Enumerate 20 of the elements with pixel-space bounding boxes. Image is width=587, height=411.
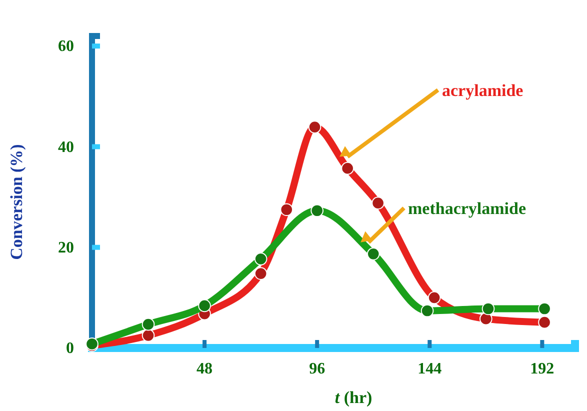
point xyxy=(254,252,268,266)
point xyxy=(482,302,495,316)
point xyxy=(538,302,551,316)
point xyxy=(420,304,434,318)
x-axis-title: t (hr) xyxy=(334,388,372,407)
x-tick-label: 96 xyxy=(309,360,326,378)
point xyxy=(198,299,211,312)
y-axis-title: Conversion (%) xyxy=(7,144,26,260)
y-tick-label: 60 xyxy=(58,38,74,56)
point xyxy=(142,318,155,331)
text: methacrylamide xyxy=(408,199,526,218)
text: acrylamide xyxy=(442,81,524,100)
x-tick-label: 192 xyxy=(530,360,554,378)
x-tick-label: 144 xyxy=(418,360,442,378)
point xyxy=(310,204,324,218)
x-tick-label: 48 xyxy=(196,360,213,378)
y-tick-label: 40 xyxy=(58,138,74,156)
y-tick-label: 20 xyxy=(58,239,74,256)
y-tick-label: 0 xyxy=(66,340,74,358)
point xyxy=(366,247,380,260)
